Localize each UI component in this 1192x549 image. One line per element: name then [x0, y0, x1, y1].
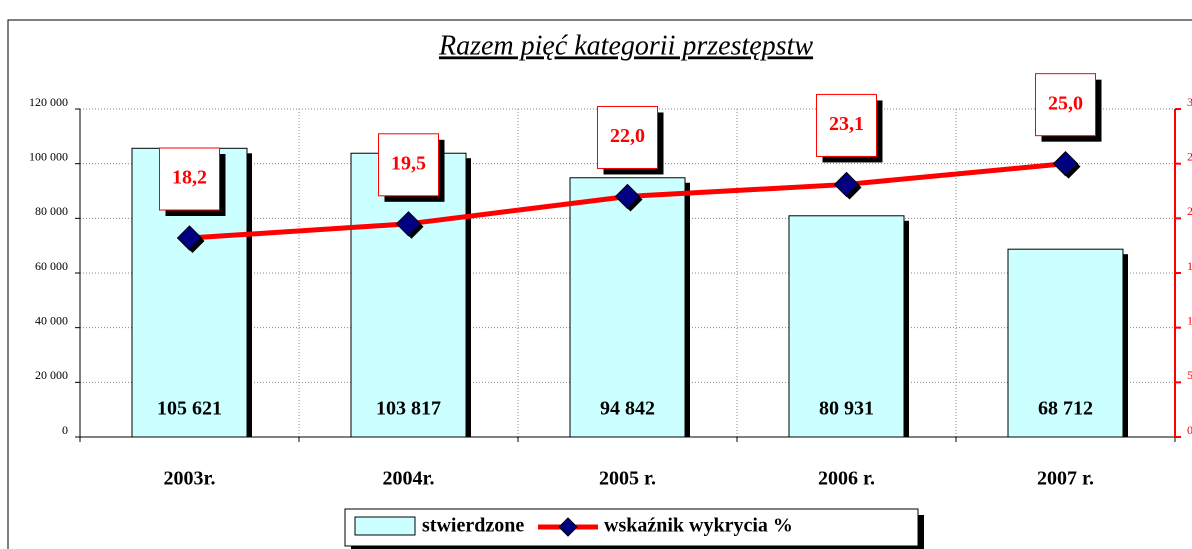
bar-value-label: 80 931 — [819, 398, 874, 420]
legend-marker — [558, 517, 578, 537]
y-tick-label: 20 000 — [35, 368, 68, 382]
label-box — [378, 133, 439, 197]
marker — [833, 171, 860, 198]
y2-tick-label: 5 — [1187, 368, 1192, 382]
y-tick-label: 80 000 — [35, 204, 68, 218]
line-value-label: 19,5 — [391, 152, 426, 174]
y-tick-label: 40 000 — [35, 313, 68, 327]
marker — [395, 211, 422, 237]
y-tick-label: 60 000 — [35, 259, 68, 273]
y2-tick-label: 20 — [1187, 204, 1192, 218]
bar-value-label: 103 817 — [376, 398, 441, 420]
marker — [1052, 150, 1079, 177]
line-value-label: 18,2 — [172, 167, 207, 189]
line-value-label: 22,0 — [610, 125, 645, 147]
y-tick-label: 120 000 — [29, 95, 68, 109]
label-box — [1035, 73, 1096, 137]
line-value-label: 25,0 — [1048, 92, 1083, 114]
y2-tick-label: 15 — [1187, 259, 1192, 273]
x-tick-label: 2005 r. — [599, 468, 656, 490]
legend-label: wskaźnik wykrycia % — [604, 515, 793, 537]
y2-tick-label: 10 — [1187, 313, 1192, 327]
bar-value-label: 68 712 — [1038, 398, 1093, 420]
bar — [1007, 248, 1124, 438]
x-tick-label: 2003r. — [163, 468, 215, 490]
legend-swatch — [354, 516, 416, 536]
y2-tick-label: 0 — [1187, 423, 1192, 437]
x-tick-label: 2007 r. — [1037, 468, 1094, 490]
y-tick-label: 100 000 — [29, 149, 68, 163]
legend-box — [344, 508, 919, 547]
label-box — [597, 105, 658, 169]
y2-tick-label: 25 — [1187, 149, 1192, 163]
y2-tick-label: 30 — [1187, 95, 1192, 109]
marker — [176, 225, 203, 251]
bar-value-label: 105 621 — [157, 398, 222, 420]
label-box — [159, 147, 220, 211]
legend-label: stwierdzone — [422, 515, 524, 537]
x-tick-label: 2006 r. — [818, 468, 875, 490]
y-tick-label: 0 — [62, 423, 68, 437]
label-box — [816, 93, 877, 157]
bar-value-label: 94 842 — [600, 398, 655, 420]
line-value-label: 23,1 — [829, 113, 864, 135]
bar — [569, 177, 686, 438]
marker — [614, 183, 641, 210]
chart-title: Razem pięć kategorii przestępstw — [438, 30, 813, 61]
bar — [788, 215, 905, 438]
x-tick-label: 2004r. — [382, 468, 434, 490]
